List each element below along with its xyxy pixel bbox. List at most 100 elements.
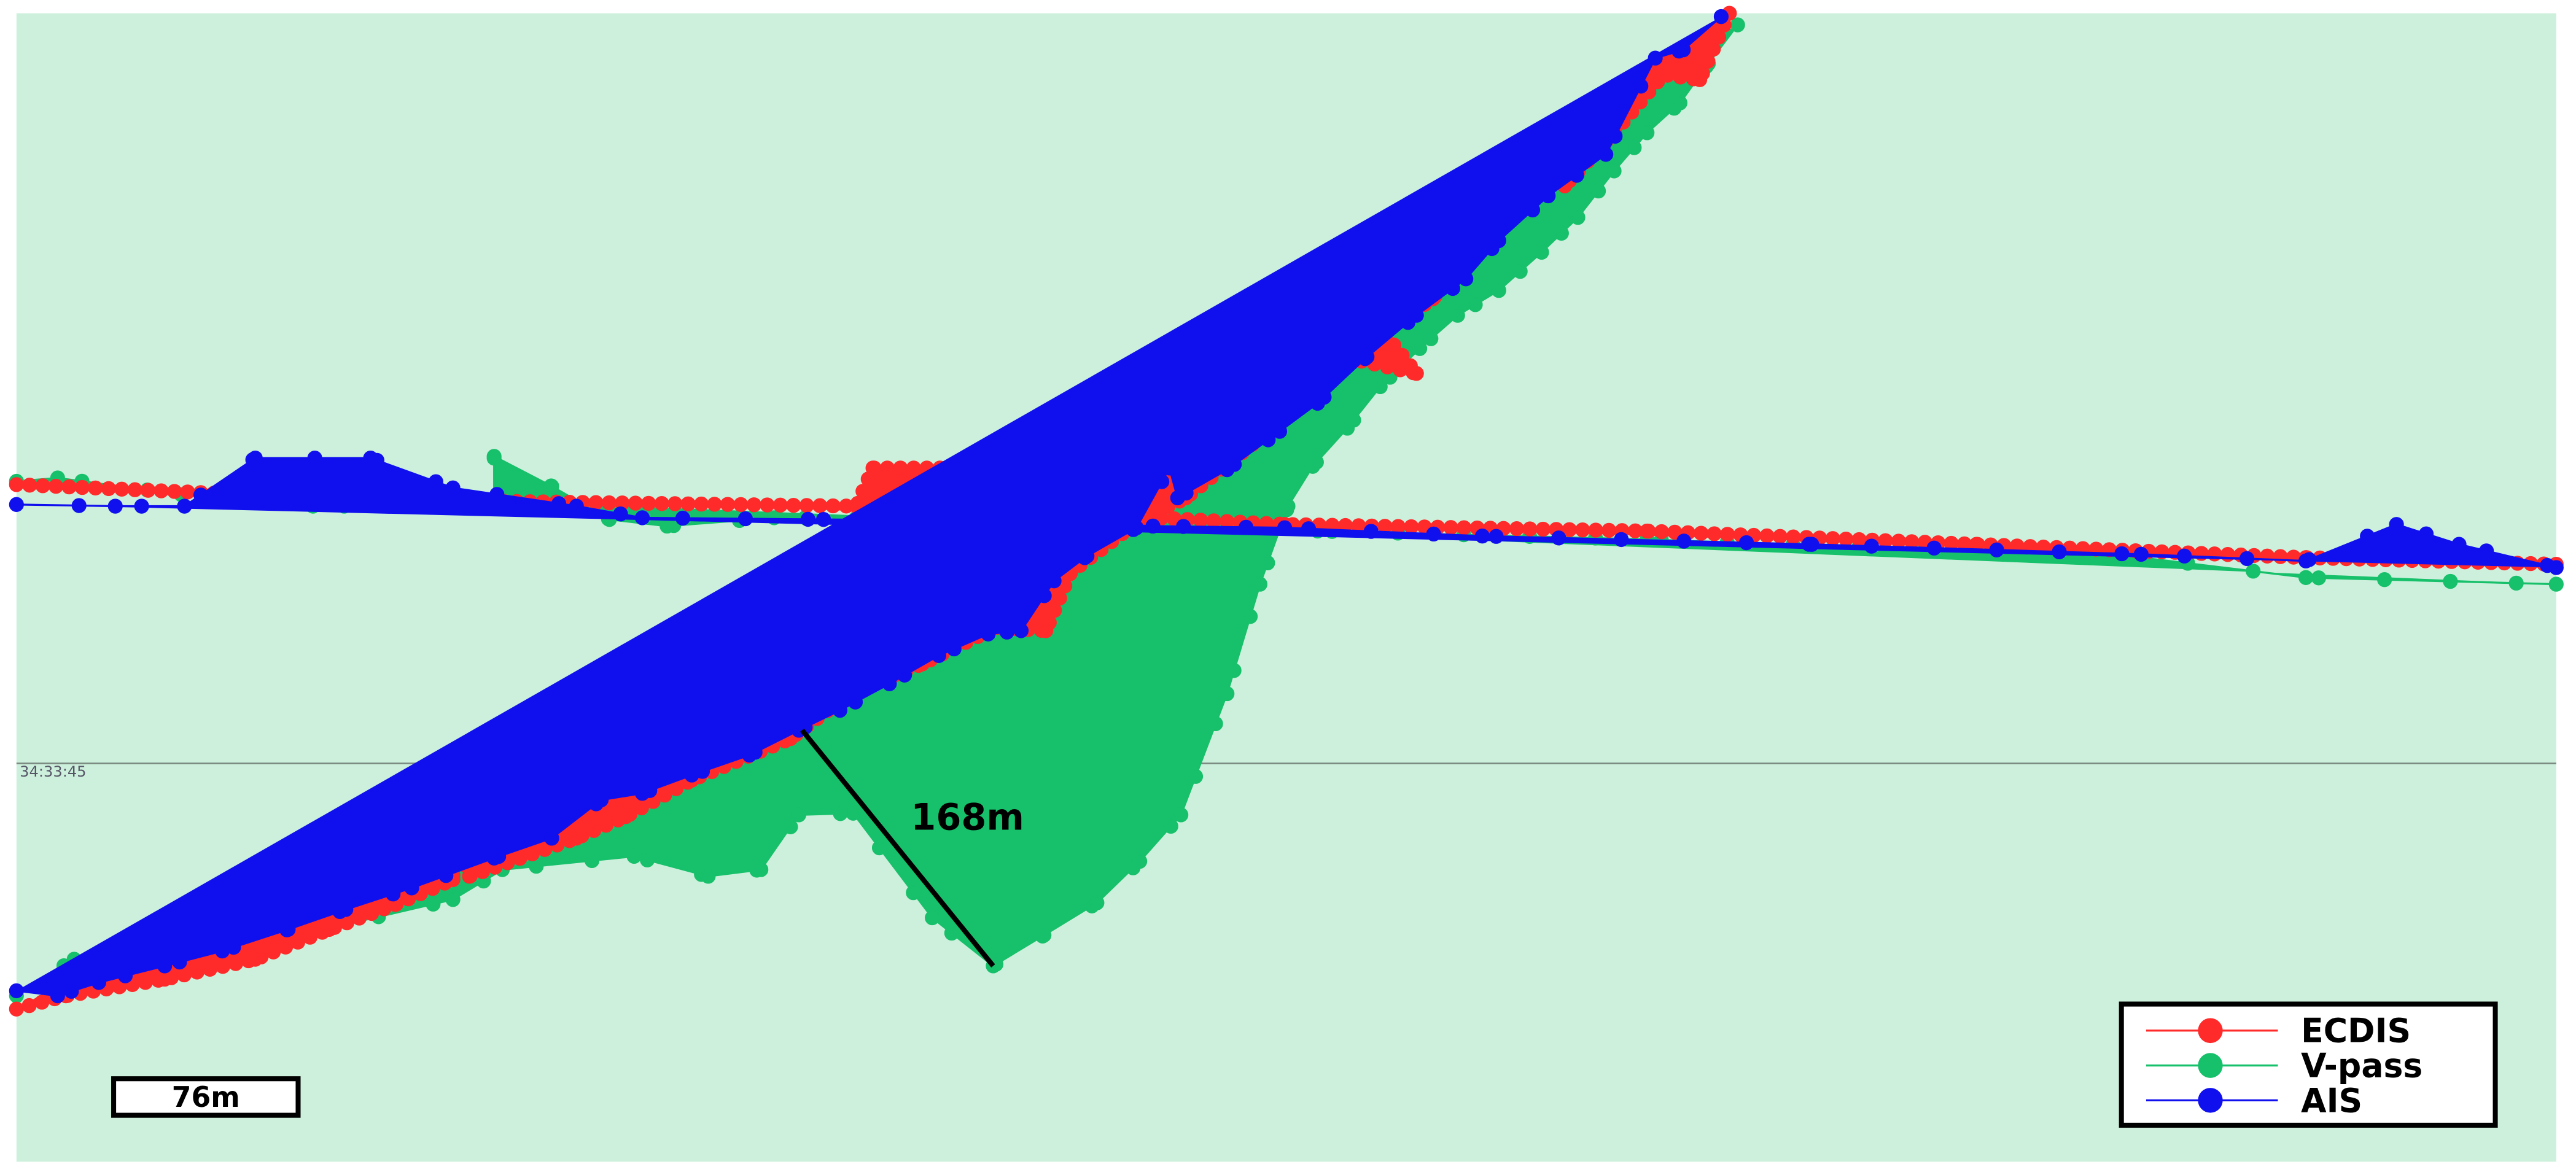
legend-label: V-pass [2301,1046,2422,1085]
track-point [1188,769,1204,784]
track-point [1423,331,1439,346]
track-point [2479,543,2494,559]
track-point [1700,53,1716,69]
track-point [2298,570,2314,585]
track-point [425,880,440,896]
legend-marker [2198,1088,2223,1113]
track-point [489,487,505,502]
distance-label: 168m [911,796,1024,838]
track-point [1052,591,1067,606]
track-point [1047,603,1062,618]
track-point [2451,537,2467,552]
track-point [1380,359,1395,374]
track-point [1272,424,1288,439]
track-point [680,496,696,511]
track-point [2177,548,2192,564]
scale-bar-label: 76m [172,1081,240,1114]
track-point [64,983,79,999]
track-point [667,496,683,511]
track-point [1227,457,1242,472]
track-point [760,497,775,513]
track-point [598,818,613,833]
track-point [1261,432,1276,448]
track-point [215,959,230,974]
track-point [586,823,602,838]
track-point [613,506,628,522]
track-point [863,512,878,527]
tracks [9,6,2564,1017]
track-point [74,479,90,495]
latitude-label: 34:33:45 [20,763,86,780]
track-point [1864,538,1879,554]
track-point [1673,69,1688,85]
track-point [338,902,354,917]
track-point [157,958,173,974]
track-point [1037,928,1052,943]
track-point [1252,576,1267,592]
track-point [799,498,814,513]
track-point [628,495,643,511]
track-point [1598,147,1614,162]
track-point [1445,281,1460,297]
track-point [117,968,133,983]
track-point [475,864,490,879]
track-point [1132,853,1148,869]
track-point [254,949,269,964]
track-point [9,477,24,492]
track-point [1160,499,1175,515]
track-point [1672,95,1687,111]
track-point [2311,570,2326,586]
track-point [1676,533,1692,549]
track-point [871,840,887,856]
track-point [1239,519,1254,535]
track-point [1193,513,1208,528]
track-point [91,975,107,990]
track-point [925,910,940,926]
track-point [172,954,187,970]
track-point [999,624,1014,640]
track-point [746,497,762,513]
track-point [1825,531,1840,546]
track-point [247,450,263,466]
track-point [1089,895,1105,910]
track-point [669,781,684,796]
track-point [1176,519,1191,534]
track-point [1360,349,1375,365]
track-point [642,783,658,798]
track-point [1575,522,1590,538]
track-point [800,511,815,527]
track-point [1037,588,1052,603]
track-point [1601,522,1617,538]
track-point [189,964,205,980]
map-area [16,13,2556,1162]
track-point [833,806,848,821]
track-point [2389,517,2404,532]
track-point [281,921,296,937]
track-point [1695,66,1710,81]
track-point [1509,521,1525,537]
track-point [1013,623,1029,638]
track-point [1080,548,1095,564]
legend: ECDIS V-pass AIS [2119,1001,2498,1128]
track-point [1280,498,1296,514]
track-point [981,626,996,642]
track-point [1468,297,1483,312]
track-point [2548,560,2564,575]
track-point [675,510,691,526]
track-point [747,745,763,760]
track-point [657,787,672,803]
track-point [2443,573,2458,589]
track-point [1113,517,1129,533]
track-point [1534,244,1549,260]
track-point [50,988,65,1004]
track-point [1633,79,1649,94]
legend-marker [2198,1053,2223,1078]
track-point [1301,521,1317,537]
track-point [1627,140,1642,155]
track-point [1759,528,1775,544]
track-point [946,641,962,657]
track-point [1409,308,1424,323]
track-point [1317,389,1332,405]
track-point [1206,513,1221,529]
